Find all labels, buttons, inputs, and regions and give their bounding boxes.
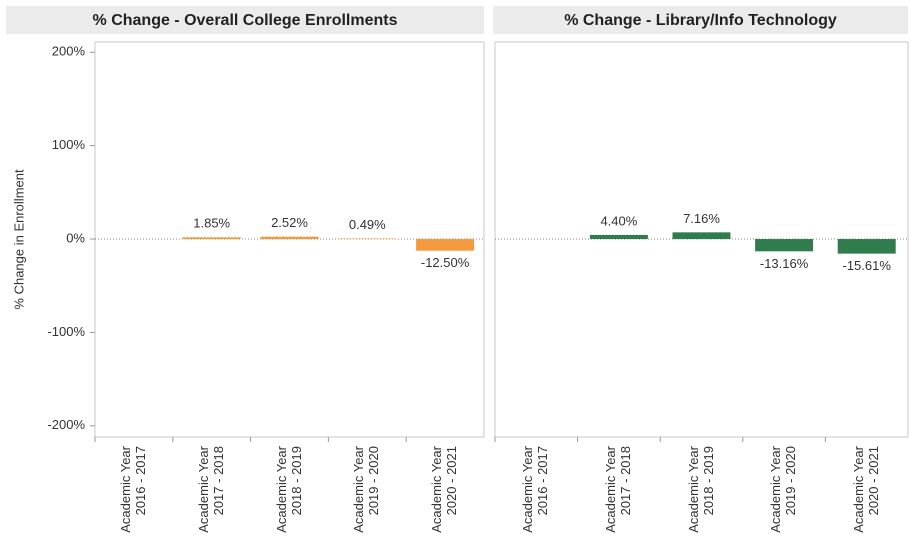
x-tick-label: Academic Year 2019 - 2020 (351, 446, 382, 533)
y-tick-label: 200% (52, 44, 86, 59)
bar (260, 236, 319, 240)
x-tick-label: Academic Year 2018 - 2019 (685, 446, 716, 533)
value-label: 0.49% (349, 217, 386, 232)
x-tick-label: Academic Year 2019 - 2020 (768, 446, 799, 533)
y-tick-label: 0% (66, 230, 85, 245)
header-bg (493, 6, 908, 34)
x-tick-label: Academic Year 2018 - 2019 (273, 446, 304, 533)
bar (672, 232, 731, 240)
chart-title: % Change - Overall College Enrollments (93, 12, 398, 29)
x-tick-label: Academic Year 2020 - 2021 (429, 446, 460, 533)
y-tick-label: 100% (52, 137, 86, 152)
y-tick-label: -100% (47, 324, 85, 339)
value-label: 4.40% (600, 213, 637, 228)
chart-title: % Change - Library/Info Technology (564, 12, 837, 29)
x-tick-label: Academic Year 2017 - 2018 (195, 446, 226, 533)
bar (837, 239, 896, 254)
value-label: -15.61% (842, 258, 891, 273)
x-tick-label: Academic Year 2017 - 2018 (602, 446, 633, 533)
bar (416, 239, 475, 251)
value-label: -13.16% (760, 256, 809, 271)
value-label: 2.52% (271, 215, 308, 230)
header-bg (6, 6, 484, 34)
bar (338, 238, 397, 240)
y-tick-label: -200% (47, 417, 85, 432)
bar (589, 234, 648, 240)
value-label: -12.50% (421, 255, 470, 270)
x-tick-label: Academic Year 2016 - 2017 (117, 446, 148, 533)
y-axis-label: % Change in Enrollment (11, 169, 26, 310)
bar (755, 239, 814, 252)
value-label: 1.85% (193, 216, 230, 231)
x-tick-label: Academic Year 2016 - 2017 (520, 446, 551, 533)
value-label: 7.16% (683, 211, 720, 226)
x-tick-label: Academic Year 2020 - 2021 (850, 446, 881, 533)
bar (182, 237, 241, 240)
